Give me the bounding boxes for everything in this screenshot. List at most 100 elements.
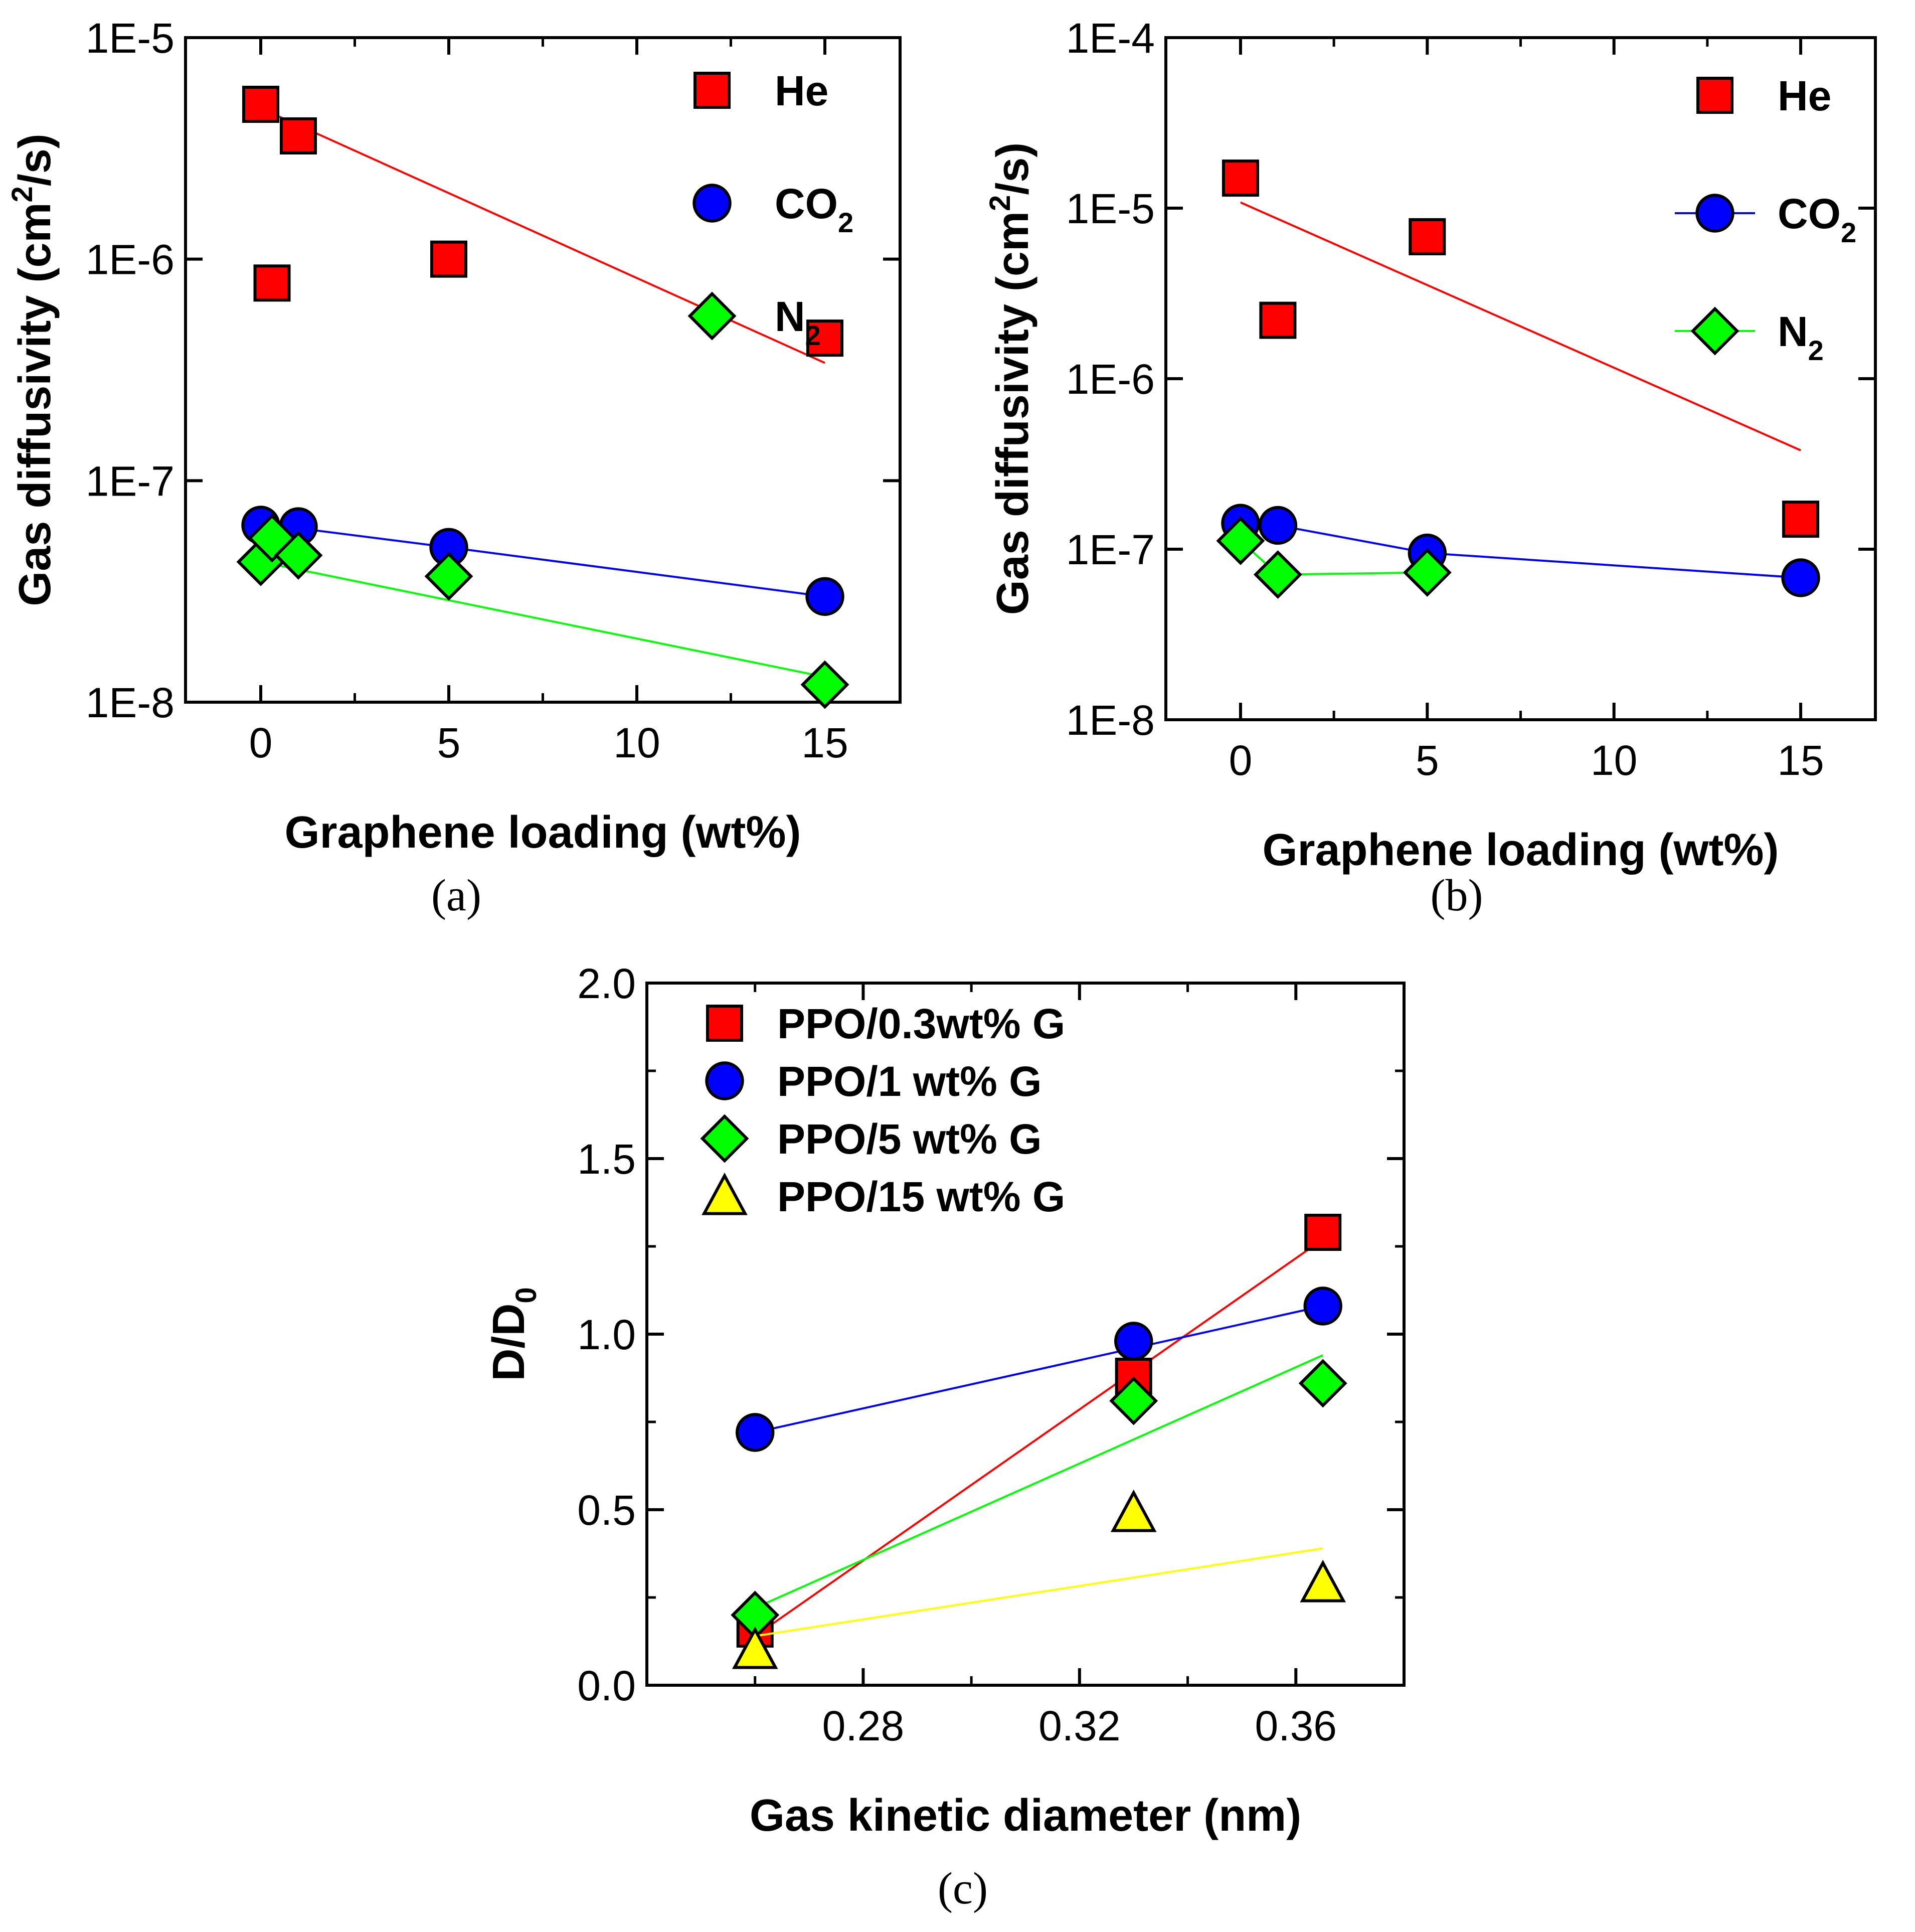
series-He bbox=[1222, 159, 1820, 538]
y-tick-label: 1E-6 bbox=[1066, 356, 1155, 403]
series-N2 bbox=[1216, 516, 1452, 599]
data-point bbox=[732, 1626, 778, 1669]
legend-marker bbox=[687, 291, 737, 341]
y-tick-label: 1.5 bbox=[577, 1136, 636, 1183]
x-tick-label: 15 bbox=[801, 719, 848, 766]
x-tick-label: 10 bbox=[613, 719, 660, 766]
panel-label: (b) bbox=[1431, 871, 1483, 920]
legend-marker bbox=[1690, 306, 1739, 356]
legend-label: CO2 bbox=[1778, 190, 1856, 248]
series-CO2 bbox=[1221, 504, 1820, 597]
legend-entry: He bbox=[1696, 72, 1831, 119]
legend-marker bbox=[702, 1172, 748, 1215]
y-tick-label: 1E-7 bbox=[1066, 526, 1155, 573]
legend-label: PPO/15 wt% G bbox=[777, 1173, 1065, 1220]
x-axis-title: Graphene loading (wt%) bbox=[284, 808, 801, 858]
legend-entry: PPO/1 wt% G bbox=[705, 1058, 1041, 1105]
legend-label: He bbox=[1778, 72, 1831, 119]
legend-label: PPO/5 wt% G bbox=[777, 1115, 1041, 1163]
data-point bbox=[805, 577, 844, 616]
data-point bbox=[1403, 548, 1452, 597]
panel-label: (a) bbox=[431, 871, 481, 920]
x-tick-label: 5 bbox=[437, 719, 461, 766]
legend-entry: CO2 bbox=[1675, 190, 1856, 248]
fit-line bbox=[754, 1238, 1324, 1637]
legend-marker bbox=[692, 184, 732, 223]
y-tick-label: 0.5 bbox=[577, 1487, 636, 1534]
data-point bbox=[242, 85, 279, 123]
data-point bbox=[1303, 1286, 1342, 1326]
y-tick-label: 1E-4 bbox=[1066, 15, 1155, 62]
y-tick-label: 1E-8 bbox=[86, 679, 175, 726]
fit-line bbox=[1240, 522, 1801, 579]
data-point bbox=[736, 1413, 775, 1452]
legend-entry: He bbox=[693, 67, 828, 114]
legend-marker bbox=[1695, 194, 1734, 233]
data-point bbox=[1216, 516, 1265, 565]
legend-label: PPO/0.3wt% G bbox=[777, 1000, 1065, 1047]
x-axis-title: Gas kinetic diameter (nm) bbox=[750, 1791, 1301, 1841]
fit-line bbox=[754, 1354, 1324, 1609]
x-tick-label: 0.28 bbox=[822, 1702, 905, 1749]
series-PPO/15 wt% G bbox=[732, 1489, 1346, 1669]
chart-panel-2: 0 5 10 15 1E-8 1E-7 1E-6 1E-5 1E-4 Graphene loadi… bbox=[984, 15, 1877, 920]
series-PPO/1 wt% G bbox=[736, 1286, 1342, 1452]
legend-label: PPO/1 wt% G bbox=[777, 1058, 1041, 1105]
legend-label: N2 bbox=[1778, 308, 1824, 366]
data-point bbox=[1304, 1214, 1342, 1251]
data-point bbox=[1298, 1359, 1347, 1408]
y-axis-title: Gas diffusivity (cm2/s) bbox=[984, 142, 1038, 615]
x-tick-label: 15 bbox=[1777, 737, 1824, 784]
x-tick-label: 5 bbox=[1416, 737, 1439, 784]
data-point bbox=[424, 552, 473, 601]
y-axis-title: Gas diffusivity (cm2/s) bbox=[6, 133, 60, 606]
y-tick-label: 0.0 bbox=[577, 1662, 636, 1709]
legend-marker bbox=[706, 1005, 743, 1042]
y-tick-label: 1.0 bbox=[577, 1311, 636, 1358]
legend-marker bbox=[693, 72, 731, 109]
legend-entry: PPO/15 wt% G bbox=[702, 1172, 1065, 1220]
y-tick-label: 1E-5 bbox=[1066, 185, 1155, 232]
fit-line bbox=[755, 1305, 1323, 1433]
data-point bbox=[1782, 501, 1820, 538]
legend-entry: N2 bbox=[1675, 306, 1824, 366]
y-tick-label: 1E-7 bbox=[86, 457, 175, 505]
data-point bbox=[1114, 1322, 1153, 1361]
data-point bbox=[1110, 1489, 1157, 1532]
legend-entry: PPO/0.3wt% G bbox=[706, 1000, 1065, 1047]
legend-marker bbox=[1696, 77, 1733, 114]
chart-panel-3: 0.28 0.32 0.36 0.0 0.5 1.0 1.5 2.0 Gas kinetic d… bbox=[484, 960, 1406, 1913]
data-point bbox=[1300, 1559, 1346, 1602]
legend-label: He bbox=[775, 67, 828, 114]
chart-panel-1: 0 5 10 15 1E-8 1E-7 1E-6 1E-5 Graphene loading (… bbox=[6, 15, 902, 920]
data-point bbox=[1781, 558, 1820, 597]
fit-line bbox=[260, 561, 825, 678]
series-N2 bbox=[236, 514, 849, 709]
data-point bbox=[1259, 301, 1297, 339]
legend-entry: CO2 bbox=[692, 180, 853, 238]
series-He bbox=[242, 85, 843, 364]
y-tick-label: 1E-5 bbox=[86, 15, 175, 62]
y-tick-label: 1E-8 bbox=[1066, 697, 1155, 744]
legend-label: CO2 bbox=[775, 180, 853, 238]
series-PPO/0.3wt% G bbox=[736, 1214, 1342, 1648]
x-axis-title: Graphene loading (wt%) bbox=[1262, 825, 1779, 875]
data-point bbox=[1258, 506, 1298, 545]
series-PPO/5 wt% G bbox=[731, 1354, 1347, 1640]
fit-line bbox=[755, 1547, 1323, 1637]
legend-entry: PPO/5 wt% G bbox=[700, 1114, 1041, 1163]
fit-line bbox=[1240, 201, 1801, 451]
data-point bbox=[1253, 550, 1302, 599]
data-point bbox=[1409, 218, 1446, 255]
data-point bbox=[430, 240, 467, 278]
y-tick-label: 1E-6 bbox=[86, 236, 175, 283]
legend-marker bbox=[700, 1114, 749, 1163]
y-tick-label: 2.0 bbox=[577, 960, 636, 1007]
data-point bbox=[800, 660, 849, 709]
legend-entry: N2 bbox=[687, 291, 821, 351]
x-tick-label: 0.32 bbox=[1038, 1702, 1121, 1749]
fit-line bbox=[260, 107, 825, 364]
data-point bbox=[806, 319, 843, 357]
plot-frame bbox=[1164, 36, 1877, 721]
